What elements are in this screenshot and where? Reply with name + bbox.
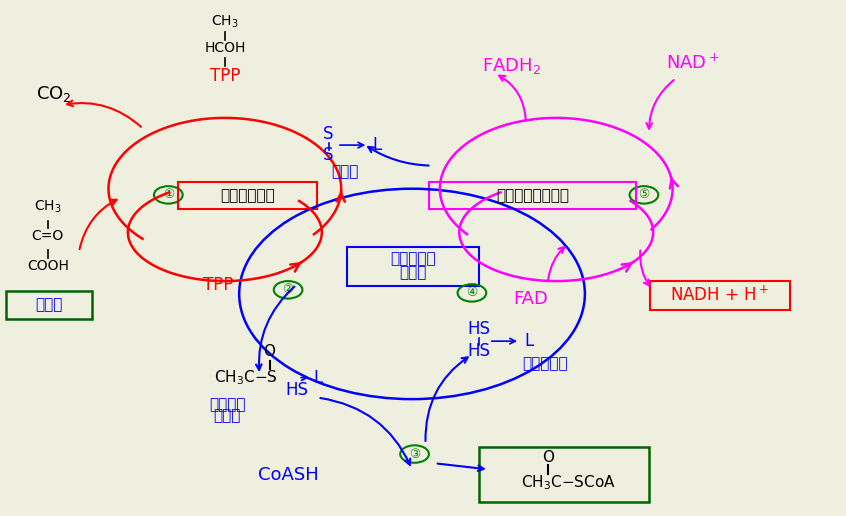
Text: 丙酮酸脱羧酶: 丙酮酸脱羧酶 [220,188,275,203]
Text: 硫辛酸: 硫辛酸 [332,164,359,179]
Text: FAD: FAD [514,290,548,308]
Text: 二氢硫辛酸: 二氢硫辛酸 [523,356,568,370]
Text: CH$_3$: CH$_3$ [34,199,62,215]
Text: L: L [373,136,382,154]
Text: HS: HS [467,320,490,338]
Text: CH$_3$C−SCoA: CH$_3$C−SCoA [520,474,616,492]
Text: 二氢硫辛酸脱氢酶: 二氢硫辛酸脱氢酶 [496,188,569,203]
Text: 移换酶: 移换酶 [399,265,426,280]
Text: 硫辛酸乙酰: 硫辛酸乙酰 [390,251,436,267]
Text: L: L [525,332,534,350]
Text: C=O: C=O [31,229,64,243]
Text: ②: ② [283,283,294,296]
Text: 丙酮酸: 丙酮酸 [35,297,63,312]
Text: 乙酰二氢: 乙酰二氢 [209,397,245,412]
Text: TPP: TPP [203,276,233,294]
Text: S: S [323,147,334,165]
Text: S: S [323,125,334,143]
Text: FADH$_2$: FADH$_2$ [482,56,541,75]
Text: ④: ④ [466,286,477,299]
Text: CH$_3$: CH$_3$ [211,14,239,30]
Text: CO$_2$: CO$_2$ [36,84,72,104]
Text: HCOH: HCOH [204,41,245,55]
Text: CoASH: CoASH [258,465,318,483]
Text: CH$_3$C−S: CH$_3$C−S [214,368,277,387]
Text: NADH + H$^+$: NADH + H$^+$ [670,286,769,305]
Text: L: L [314,368,323,386]
Text: ①: ① [162,188,174,201]
Text: 硫辛酸: 硫辛酸 [214,408,241,423]
Text: O: O [541,449,554,464]
Text: ⑤: ⑤ [638,188,650,201]
Text: HS: HS [467,343,490,360]
Text: TPP: TPP [210,67,240,85]
Text: COOH: COOH [27,259,69,272]
Text: O: O [264,344,276,359]
Text: ③: ③ [409,447,420,461]
Text: NAD$^+$: NAD$^+$ [666,53,720,73]
Text: HS: HS [285,381,308,399]
